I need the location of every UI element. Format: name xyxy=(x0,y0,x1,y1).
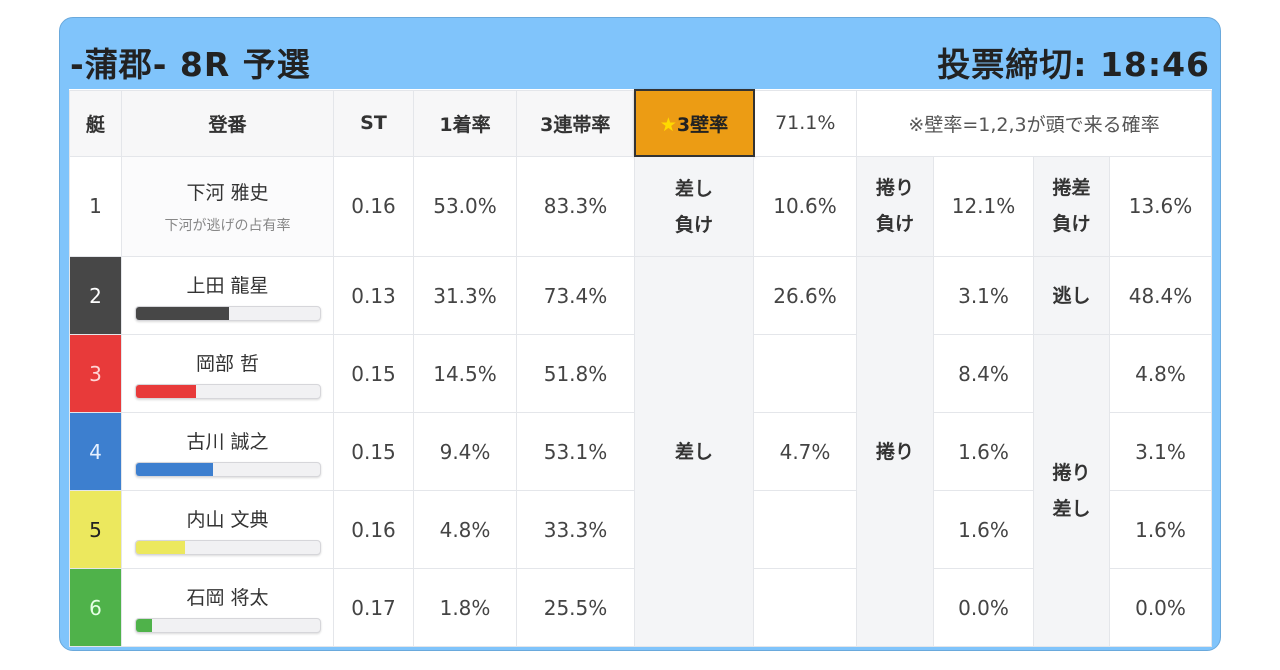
table-row: 2 上田 龍星 0.13 31.3% 73.4% 差し 26.6% 捲り 3.1% 逃し 48.4% xyxy=(69,256,1212,647)
st-value: 0.16 xyxy=(333,490,414,569)
nige-value: 48.4% xyxy=(1109,256,1212,335)
rate-bar xyxy=(134,461,321,477)
top3-rate-value: 51.8% xyxy=(516,334,635,413)
makuri-make-label: 捲り 負け xyxy=(856,155,934,257)
boat-number: 4 xyxy=(69,412,122,491)
rate-bar xyxy=(134,617,321,633)
col-win-rate: 1着率 xyxy=(413,89,517,157)
table-row: 3 岡部 哲 0.15 14.5% 51.8% 8.4% 捲り 差し 4.8% xyxy=(69,334,1212,647)
label-line: 捲り xyxy=(875,177,914,200)
win-rate-value: 1.8% xyxy=(413,568,517,647)
racer-name: 古川 誠之 xyxy=(186,430,269,453)
nige-label: 逃し xyxy=(1033,256,1110,335)
makurisashi-value: 3.1% xyxy=(1109,412,1212,491)
table-row: 1 下河 雅史 下河が逃げの占有率 0.16 53.0% 83.3% 差し 負け … xyxy=(69,155,1212,257)
st-value: 0.15 xyxy=(333,412,414,491)
top3-rate-value: 33.3% xyxy=(516,490,635,569)
makurisashi-make-value: 13.6% xyxy=(1109,155,1212,257)
sashi-value: 4.7% xyxy=(753,412,857,491)
makuri-label: 捲り xyxy=(856,256,934,647)
makuri-make-value: 12.1% xyxy=(933,155,1034,257)
boat-number: 2 xyxy=(69,256,122,335)
racer-cell: 古川 誠之 xyxy=(121,412,334,491)
table-row: 5 内山 文典 0.16 4.8% 33.3% 1.6% 1.6% xyxy=(69,490,1212,569)
rate-bar-fill xyxy=(135,540,186,554)
top3-rate-value: 25.5% xyxy=(516,568,635,647)
rate-bar xyxy=(134,383,321,399)
race-card: -蒲郡- 8R 予選 投票締切: 18:46 艇 登番 ST 1着率 3連帯率 … xyxy=(59,17,1221,651)
makurisashi-value: 4.8% xyxy=(1109,334,1212,413)
makuri-value: 0.0% xyxy=(933,568,1034,647)
sashi-make-value: 10.6% xyxy=(753,155,857,257)
makurisashi-value: 0.0% xyxy=(1109,568,1212,647)
label-line: 捲り xyxy=(1052,461,1091,484)
race-table: 艇 登番 ST 1着率 3連帯率 ★3壁率 71.1% ※壁率=1,2,3が頭で… xyxy=(69,89,1212,647)
racer-cell: 岡部 哲 xyxy=(121,334,334,413)
boat-number: 6 xyxy=(69,568,122,647)
boat-number: 1 xyxy=(69,155,122,257)
boat-number: 5 xyxy=(69,490,122,569)
makurisashi-value: 1.6% xyxy=(1109,490,1212,569)
label-line: 捲差 xyxy=(1052,177,1091,200)
voting-deadline: 投票締切: 18:46 xyxy=(937,45,1210,84)
header-row: 艇 登番 ST 1着率 3連帯率 ★3壁率 71.1% ※壁率=1,2,3が頭で… xyxy=(69,89,1212,157)
makurisashi-make-label: 捲差 負け xyxy=(1033,155,1110,257)
label-line: 差し xyxy=(674,177,713,200)
table-row: 4 古川 誠之 0.15 9.4% 53.1% 4.7% 1.6% 3.1% xyxy=(69,412,1212,491)
rate-bar-fill xyxy=(135,462,213,476)
win-rate-value: 31.3% xyxy=(413,256,517,335)
label-line: 負け xyxy=(674,213,713,236)
racer-cell: 上田 龍星 xyxy=(121,256,334,335)
top3-rate-value: 83.3% xyxy=(516,155,635,257)
top3-rate-value: 53.1% xyxy=(516,412,635,491)
label-line: 負け xyxy=(1052,213,1091,236)
sashi-value xyxy=(753,490,857,569)
boat-number: 3 xyxy=(69,334,122,413)
sashi-value: 26.6% xyxy=(753,256,857,335)
race-title: -蒲郡- 8R 予選 xyxy=(70,45,311,84)
col-top3-rate: 3連帯率 xyxy=(516,89,635,157)
wall-rate-label: ★3壁率 xyxy=(633,89,755,157)
racer-cell: 石岡 将太 xyxy=(121,568,334,647)
rate-bar-fill xyxy=(135,384,197,398)
win-rate-value: 4.8% xyxy=(413,490,517,569)
col-boat: 艇 xyxy=(69,89,122,157)
racer-name: 下河 雅史 xyxy=(186,181,269,204)
col-racer: 登番 xyxy=(121,89,334,157)
racer-name: 上田 龍星 xyxy=(186,274,269,297)
racer-cell: 下河 雅史 下河が逃げの占有率 xyxy=(121,155,334,257)
makuri-value: 1.6% xyxy=(933,490,1034,569)
win-rate-value: 14.5% xyxy=(413,334,517,413)
rate-bar xyxy=(134,305,321,321)
col-st: ST xyxy=(333,89,414,157)
st-value: 0.15 xyxy=(333,334,414,413)
makuri-value: 8.4% xyxy=(933,334,1034,413)
racer-name: 内山 文典 xyxy=(186,508,269,531)
sashi-value xyxy=(753,568,857,647)
label-line: 負け xyxy=(875,213,914,236)
win-rate-value: 9.4% xyxy=(413,412,517,491)
st-value: 0.17 xyxy=(333,568,414,647)
st-value: 0.13 xyxy=(333,256,414,335)
sashi-value xyxy=(753,334,857,413)
rate-bar-fill xyxy=(135,618,153,632)
sashi-make-label: 差し 負け xyxy=(634,155,754,257)
makurisashi-label: 捲り 差し xyxy=(1033,334,1110,647)
racer-name: 石岡 将太 xyxy=(186,586,269,609)
racer-cell: 内山 文典 xyxy=(121,490,334,569)
win-rate-value: 53.0% xyxy=(413,155,517,257)
table-row: 6 石岡 将太 0.17 1.8% 25.5% 0.0% 0.0% xyxy=(69,568,1212,647)
makuri-value: 1.6% xyxy=(933,412,1034,491)
rate-bar xyxy=(134,539,321,555)
wall-rate-note: ※壁率=1,2,3が頭で来る確率 xyxy=(856,89,1212,157)
makuri-value: 3.1% xyxy=(933,256,1034,335)
racer-subtitle: 下河が逃げの占有率 xyxy=(164,217,291,234)
rate-bar-fill xyxy=(135,306,230,320)
sashi-label: 差し xyxy=(634,256,754,647)
label-line: 差し xyxy=(1052,497,1091,520)
wall-rate-value: 71.1% xyxy=(753,89,857,157)
top3-rate-value: 73.4% xyxy=(516,256,635,335)
racer-name: 岡部 哲 xyxy=(195,352,260,375)
st-value: 0.16 xyxy=(333,155,414,257)
